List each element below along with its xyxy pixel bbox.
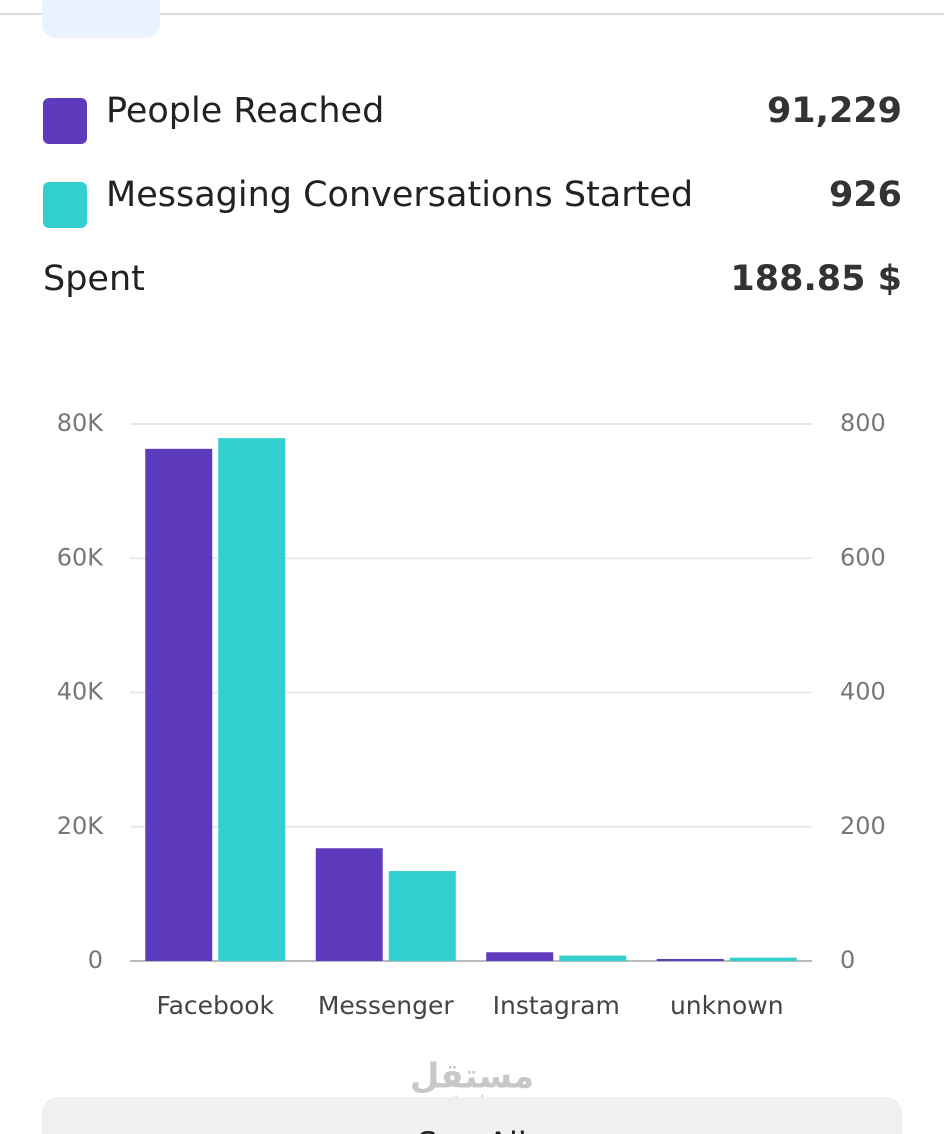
y-tick-label: 40K (57, 678, 105, 706)
x-tick-label: Facebook (157, 991, 275, 1020)
y2-tick-label: 800 (840, 409, 886, 437)
y-tick-label: 0 (88, 946, 103, 974)
y-tick-label: 20K (57, 812, 105, 840)
bar (486, 952, 554, 961)
y-tick-label: 60K (57, 543, 105, 571)
bar (729, 957, 797, 961)
tab-chip[interactable] (42, 0, 160, 38)
see-all-label[interactable]: See All (417, 1125, 527, 1134)
y2-tick-label: 200 (840, 812, 886, 840)
y-tick-label: 80K (57, 409, 105, 437)
chart: 0 20K 40K 60K 80K 0 200 400 600 800 Facebook Messen… (57, 409, 886, 1020)
legend-swatch (43, 98, 87, 144)
legend-label: People Reached (106, 91, 384, 131)
y2-tick-label: 600 (840, 543, 886, 571)
see-all-button[interactable] (42, 1097, 902, 1134)
spent-value: 188.85 $ (730, 259, 902, 299)
y2-tick-label: 400 (840, 678, 886, 706)
x-tick-label: Instagram (493, 991, 620, 1020)
watermark: مستقل (410, 1057, 534, 1097)
x-tick-label: Messenger (318, 991, 454, 1020)
total-value: 926 (829, 175, 902, 215)
bar (388, 871, 456, 961)
bar (218, 438, 286, 961)
legend-label: Messaging Conversations Started (106, 175, 693, 215)
x-tick-label: unknown (670, 991, 784, 1020)
y2-tick-label: 0 (840, 946, 855, 974)
legend-swatch (43, 182, 87, 228)
bar (559, 955, 627, 961)
spent-label: Spent (43, 259, 145, 299)
bar (145, 448, 213, 961)
total-value: 91,229 (767, 91, 902, 131)
bar (656, 958, 724, 961)
bar (315, 848, 383, 961)
